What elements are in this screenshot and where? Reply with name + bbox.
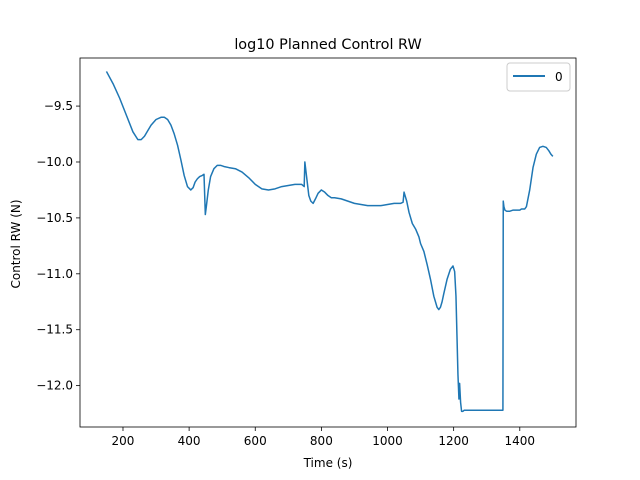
- plot-area: [79, 57, 577, 428]
- x-tick-label: 400: [178, 434, 201, 448]
- x-axis-label: Time (s): [303, 456, 353, 470]
- y-tick-label: −10.5: [36, 211, 73, 225]
- x-tick-label: 1000: [372, 434, 403, 448]
- x-tick-label: 1400: [505, 434, 536, 448]
- y-tick-label: −9.5: [44, 99, 73, 113]
- y-tick-label: −11.0: [36, 267, 73, 281]
- axes-frame: [79, 57, 577, 428]
- x-tick-label: 800: [310, 434, 333, 448]
- y-tick-label: −10.0: [36, 155, 73, 169]
- x-tick-label: 200: [112, 434, 135, 448]
- y-tick-label: −11.5: [36, 323, 73, 337]
- x-axis: 200 400 600 800 1000 1200 1400: [112, 427, 536, 448]
- y-axis-label: Control RW (N): [9, 199, 23, 288]
- legend: 0: [506, 62, 571, 92]
- y-axis: −12.0 −11.5 −11.0 −10.5 −10.0 −9.5: [36, 99, 80, 393]
- x-tick-label: 600: [244, 434, 267, 448]
- x-tick-label: 1200: [438, 434, 469, 448]
- series-line-0: [105, 71, 554, 413]
- legend-label-0: 0: [555, 70, 563, 84]
- y-tick-label: −12.0: [36, 379, 73, 393]
- chart-title: log10 Planned Control RW: [234, 37, 421, 53]
